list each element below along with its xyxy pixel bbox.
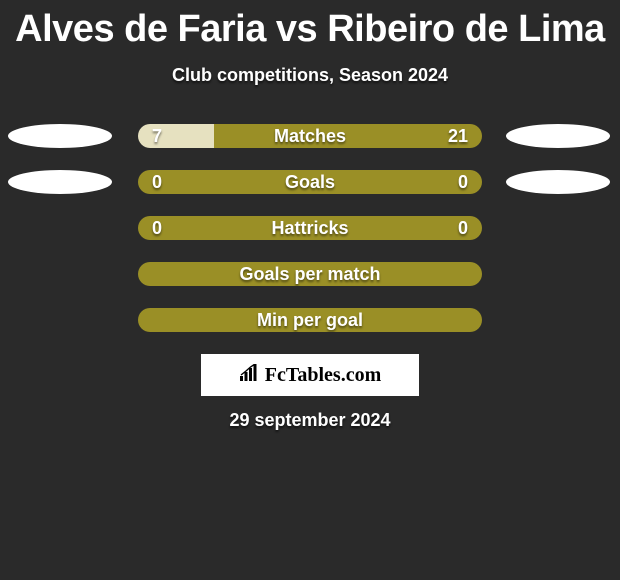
player-right-oval [506, 170, 610, 194]
brand-text: FcTables.com [265, 364, 381, 387]
player-right-oval [506, 124, 610, 148]
stat-label: Min per goal [138, 308, 482, 332]
brand-badge: FcTables.com [201, 354, 419, 396]
stat-row: 7Matches21 [0, 124, 620, 148]
stat-right-value: 0 [458, 216, 468, 240]
player-left-oval [8, 124, 112, 148]
stat-label: Hattricks [138, 216, 482, 240]
stat-bar: 0Goals0 [138, 170, 482, 194]
stat-row: 0Hattricks0 [0, 216, 620, 240]
player-left-oval [8, 170, 112, 194]
stat-bar: 7Matches21 [138, 124, 482, 148]
stat-right-value: 0 [458, 170, 468, 194]
stat-label: Matches [138, 124, 482, 148]
stat-bar: Goals per match [138, 262, 482, 286]
stat-row: Goals per match [0, 262, 620, 286]
stat-row: 0Goals0 [0, 170, 620, 194]
stat-right-value: 21 [448, 124, 468, 148]
stat-rows-container: 7Matches210Goals00Hattricks0Goals per ma… [0, 124, 620, 332]
date-text: 29 september 2024 [0, 410, 620, 431]
stat-bar: 0Hattricks0 [138, 216, 482, 240]
stat-row: Min per goal [0, 308, 620, 332]
stat-label: Goals [138, 170, 482, 194]
subtitle: Club competitions, Season 2024 [0, 65, 620, 86]
page-title: Alves de Faria vs Ribeiro de Lima [0, 0, 620, 51]
stat-label: Goals per match [138, 262, 482, 286]
bar-chart-icon [239, 364, 261, 387]
stat-bar: Min per goal [138, 308, 482, 332]
